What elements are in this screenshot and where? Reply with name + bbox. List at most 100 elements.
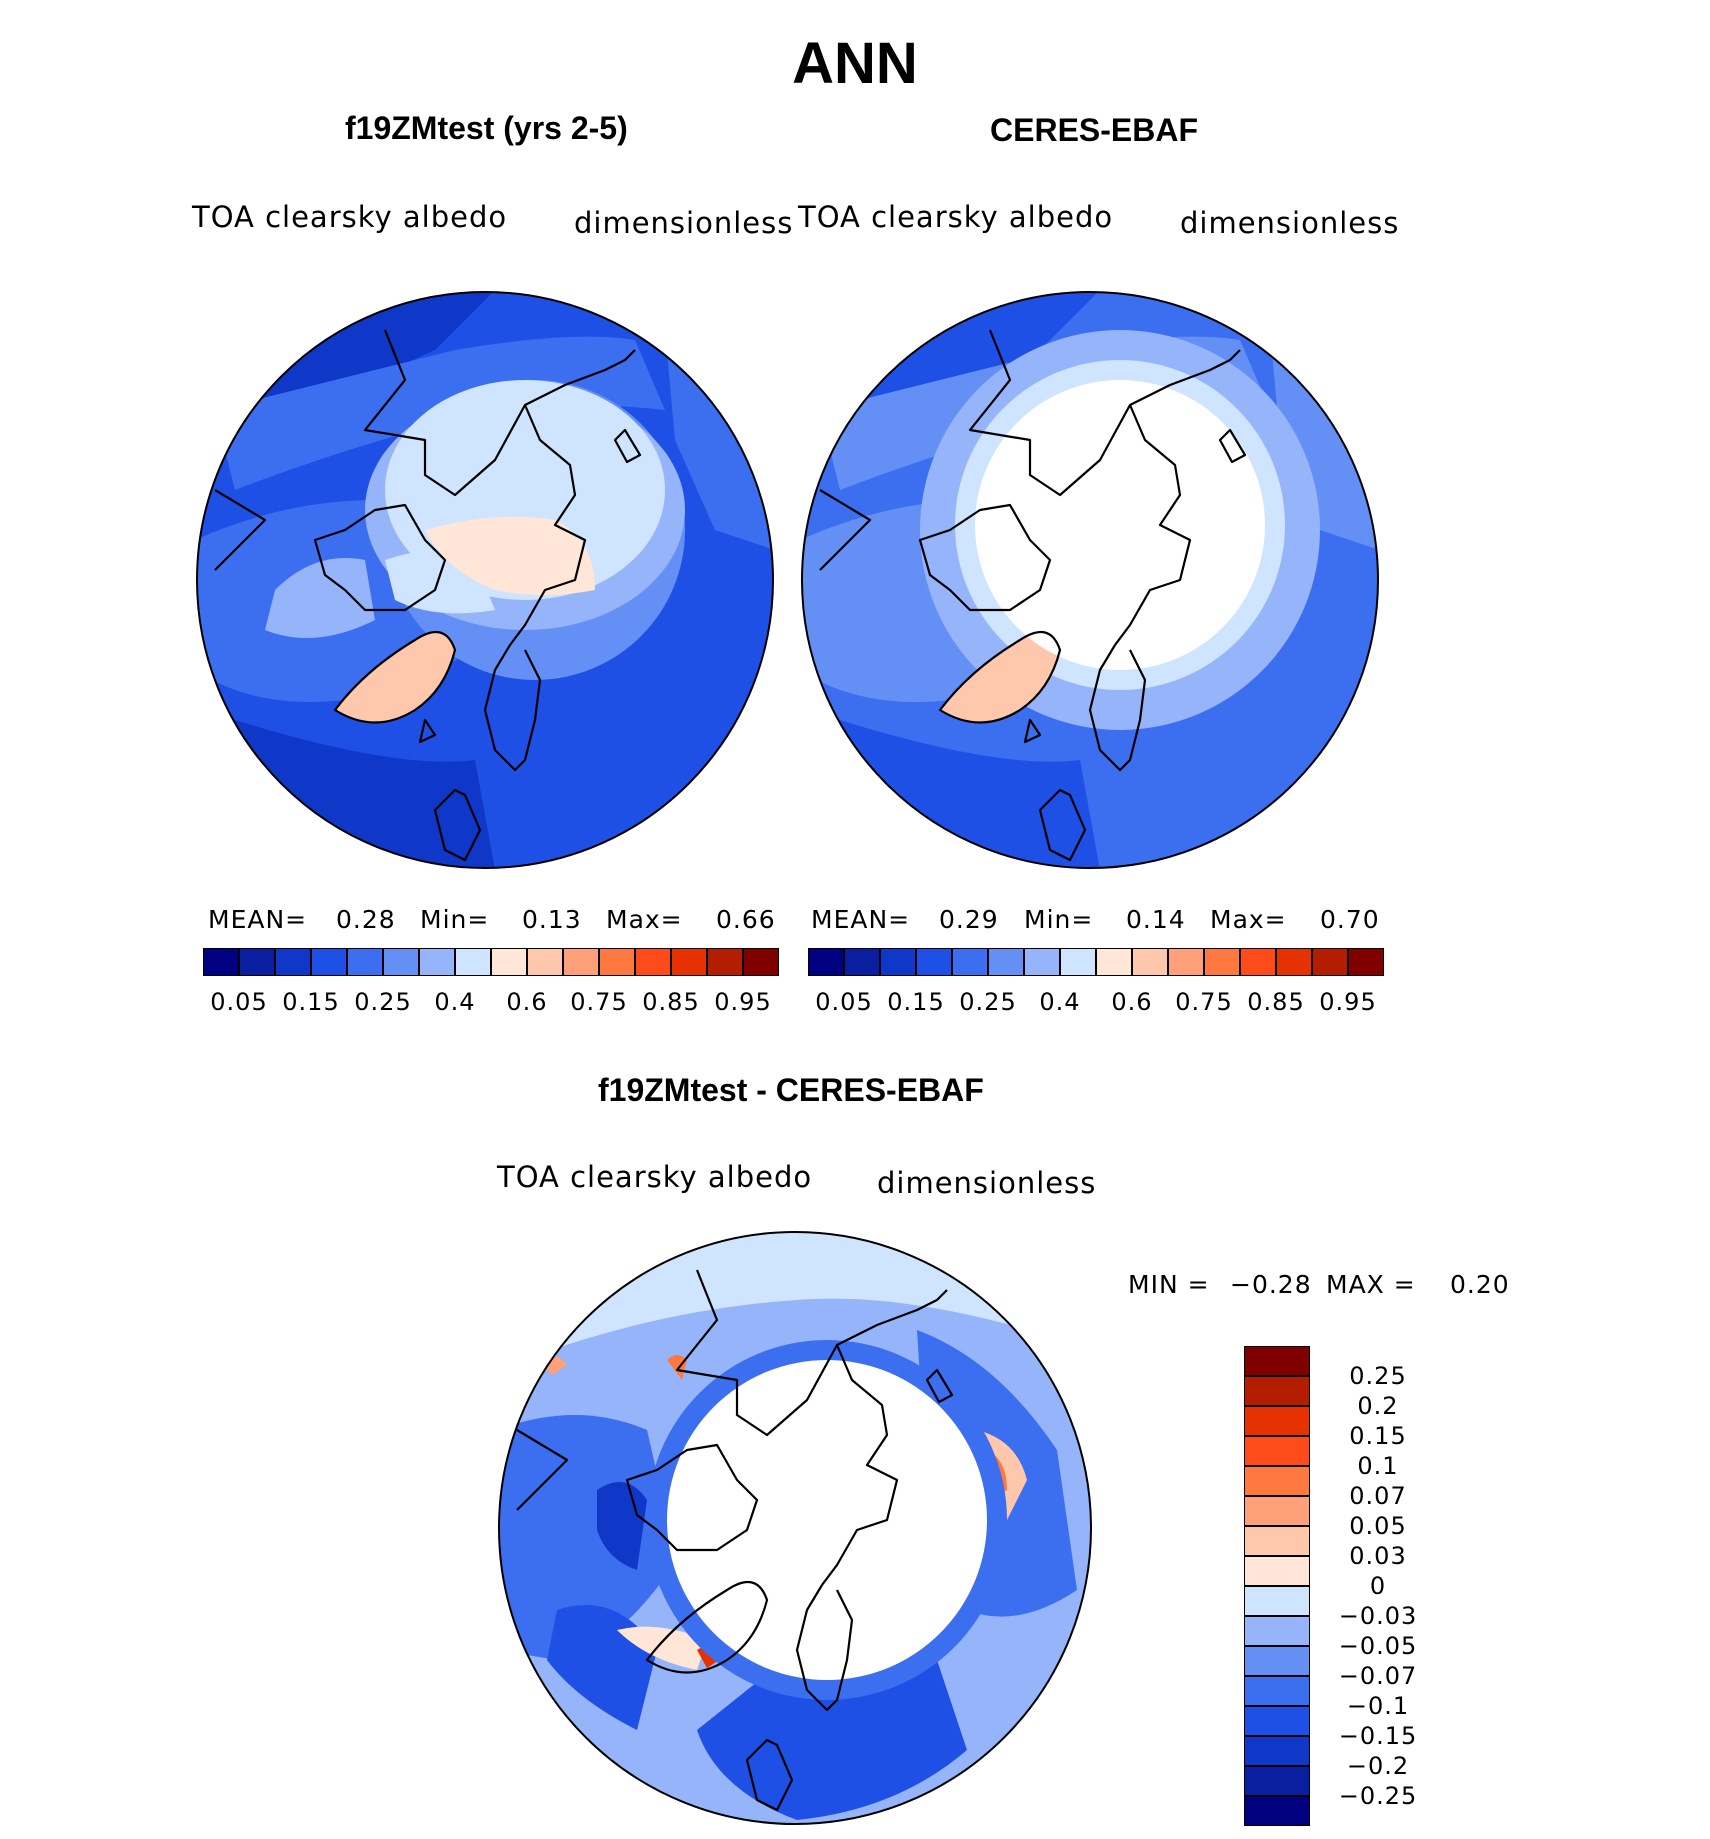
colorbar-swatch bbox=[455, 948, 491, 976]
colorbar-tick-label: 0.03 bbox=[1349, 1542, 1407, 1570]
colorbar-swatch bbox=[563, 948, 599, 976]
map-observations bbox=[801, 291, 1379, 869]
colorbar-swatch bbox=[1244, 1586, 1310, 1616]
colorbar-tick-label: 0.95 bbox=[1319, 988, 1377, 1016]
colorbar-observations bbox=[808, 948, 1384, 976]
colorbar-swatch bbox=[1244, 1766, 1310, 1796]
colorbar-tick-label: 0.95 bbox=[714, 988, 772, 1016]
diff-min: −0.28 bbox=[1230, 1270, 1312, 1299]
colorbar-swatch bbox=[491, 948, 527, 976]
colorbar-tick-label: 0.25 bbox=[959, 988, 1017, 1016]
colorbar-swatch bbox=[1244, 1346, 1310, 1376]
colorbar-tick-label: 0.25 bbox=[1349, 1362, 1407, 1390]
panel-2-min-label: Min= bbox=[1024, 905, 1094, 934]
panel-1-variable: TOA clearsky albedo bbox=[192, 200, 508, 234]
colorbar-model bbox=[203, 948, 779, 976]
panel-1-units: dimensionless bbox=[574, 206, 794, 240]
panel-1-title: f19ZMtest (yrs 2-5) bbox=[345, 110, 628, 146]
colorbar-tick-label: 0.6 bbox=[1111, 988, 1153, 1016]
colorbar-tick-label: 0.07 bbox=[1349, 1482, 1407, 1510]
panel-2-max-label: Max= bbox=[1210, 905, 1287, 934]
colorbar-swatch bbox=[1276, 948, 1312, 976]
colorbar-swatch bbox=[1168, 948, 1204, 976]
colorbar-tick-label: −0.25 bbox=[1338, 1782, 1418, 1810]
colorbar-swatch bbox=[844, 948, 880, 976]
colorbar-swatch bbox=[1348, 948, 1384, 976]
colorbar-swatch bbox=[880, 948, 916, 976]
colorbar-tick-label: 0.6 bbox=[506, 988, 548, 1016]
colorbar-swatch bbox=[1240, 948, 1276, 976]
colorbar-swatch bbox=[952, 948, 988, 976]
colorbar-swatch bbox=[1244, 1646, 1310, 1676]
colorbar-swatch bbox=[527, 948, 563, 976]
colorbar-tick-label: −0.2 bbox=[1346, 1752, 1410, 1780]
colorbar-swatch bbox=[347, 948, 383, 976]
colorbar-tick-label: 0 bbox=[1369, 1572, 1387, 1600]
colorbar-swatch bbox=[1244, 1466, 1310, 1496]
colorbar-tick-label: −0.05 bbox=[1338, 1632, 1418, 1660]
colorbar-tick-label: 0.4 bbox=[1039, 988, 1081, 1016]
colorbar-swatch bbox=[1244, 1736, 1310, 1766]
colorbar-difference bbox=[1244, 1346, 1310, 1826]
colorbar-tick-label: 0.15 bbox=[887, 988, 945, 1016]
colorbar-model-labels: 0.05 0.15 0.25 0.4 0.6 0.75 0.85 0.95 bbox=[203, 988, 779, 1018]
colorbar-swatch bbox=[1244, 1376, 1310, 1406]
diff-panel-variable: TOA clearsky albedo bbox=[497, 1160, 813, 1194]
panel-1-max-label: Max= bbox=[606, 905, 683, 934]
panel-2-units: dimensionless bbox=[1180, 206, 1400, 240]
diff-max-label: MAX = bbox=[1326, 1270, 1416, 1299]
colorbar-swatch bbox=[707, 948, 743, 976]
panel-2-min: 0.14 bbox=[1126, 905, 1186, 934]
colorbar-tick-label: 0.85 bbox=[1247, 988, 1305, 1016]
colorbar-tick-label: 0.05 bbox=[210, 988, 268, 1016]
colorbar-swatch bbox=[311, 948, 347, 976]
colorbar-tick-label: 0.1 bbox=[1357, 1452, 1399, 1480]
panel-2-mean: 0.29 bbox=[939, 905, 999, 934]
colorbar-swatch bbox=[1312, 948, 1348, 976]
colorbar-swatch bbox=[1024, 948, 1060, 976]
colorbar-swatch bbox=[1244, 1706, 1310, 1736]
colorbar-swatch bbox=[808, 948, 844, 976]
colorbar-tick-label: 0.4 bbox=[434, 988, 476, 1016]
colorbar-swatch bbox=[635, 948, 671, 976]
diff-panel-title: f19ZMtest - CERES-EBAF bbox=[598, 1072, 984, 1108]
panel-2-mean-label: MEAN= bbox=[811, 905, 911, 934]
colorbar-swatch bbox=[1060, 948, 1096, 976]
colorbar-swatch bbox=[599, 948, 635, 976]
colorbar-tick-label: −0.03 bbox=[1338, 1602, 1418, 1630]
colorbar-swatch bbox=[383, 948, 419, 976]
colorbar-tick-label: −0.15 bbox=[1338, 1722, 1418, 1750]
colorbar-tick-label: 0.15 bbox=[1349, 1422, 1407, 1450]
colorbar-swatch bbox=[1204, 948, 1240, 976]
colorbar-swatch bbox=[203, 948, 239, 976]
panel-2-title: CERES-EBAF bbox=[990, 112, 1199, 148]
colorbar-tick-label: −0.07 bbox=[1338, 1662, 1418, 1690]
panel-1-min: 0.13 bbox=[522, 905, 582, 934]
panel-1-mean: 0.28 bbox=[336, 905, 396, 934]
panel-1-min-label: Min= bbox=[420, 905, 490, 934]
colorbar-swatch bbox=[1244, 1526, 1310, 1556]
colorbar-swatch bbox=[419, 948, 455, 976]
colorbar-swatch bbox=[1244, 1436, 1310, 1466]
colorbar-tick-label: 0.05 bbox=[815, 988, 873, 1016]
colorbar-swatch bbox=[1244, 1556, 1310, 1586]
colorbar-swatch bbox=[275, 948, 311, 976]
colorbar-swatch bbox=[239, 948, 275, 976]
colorbar-tick-label: 0.75 bbox=[1175, 988, 1233, 1016]
colorbar-swatch bbox=[1244, 1676, 1310, 1706]
colorbar-difference-labels: 0.25 0.2 0.15 0.1 0.07 0.05 0.03 0 −0.03 −0.05 −0.… bbox=[1318, 1346, 1438, 1826]
colorbar-tick-label: 0.15 bbox=[282, 988, 340, 1016]
page-title: ANN bbox=[792, 31, 918, 96]
diff-max: 0.20 bbox=[1450, 1270, 1510, 1299]
colorbar-tick-label: 0.25 bbox=[354, 988, 412, 1016]
colorbar-swatch bbox=[916, 948, 952, 976]
diff-min-label: MIN = bbox=[1128, 1270, 1210, 1299]
panel-2-max: 0.70 bbox=[1320, 905, 1380, 934]
map-difference bbox=[498, 1231, 1092, 1825]
panel-1-mean-label: MEAN= bbox=[208, 905, 308, 934]
colorbar-swatch bbox=[1244, 1496, 1310, 1526]
colorbar-swatch bbox=[1244, 1616, 1310, 1646]
colorbar-tick-label: 0.85 bbox=[642, 988, 700, 1016]
colorbar-tick-label: 0.2 bbox=[1357, 1392, 1399, 1420]
panel-1-max: 0.66 bbox=[716, 905, 776, 934]
